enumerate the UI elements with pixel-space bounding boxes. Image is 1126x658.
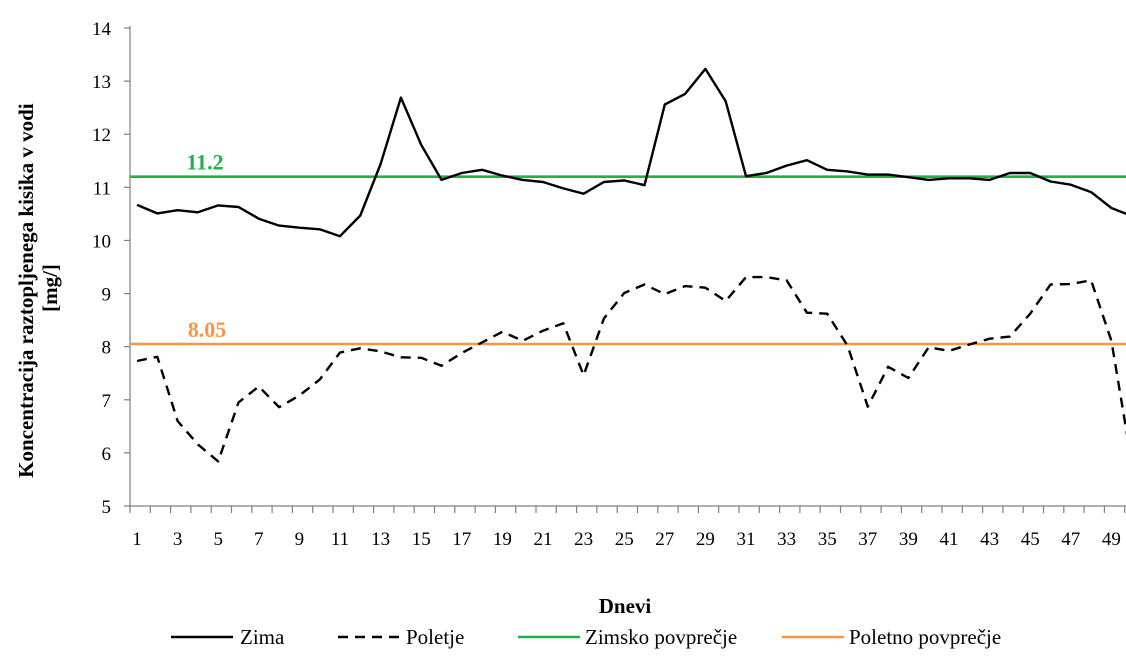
x-tick-label: 9: [295, 529, 305, 550]
axis-labels: Dnevi Koncentracija raztopljenega kisika…: [14, 98, 652, 618]
x-tick-label: 13: [371, 529, 390, 550]
data-series: [136, 67, 1126, 463]
x-tick-label: 37: [858, 529, 877, 550]
x-tick-label: 33: [777, 529, 796, 550]
series-line: [136, 67, 1126, 238]
x-tick-label: 1: [132, 529, 142, 550]
x-tick-label: 49: [1102, 529, 1121, 550]
x-tick-label: 23: [574, 529, 593, 550]
y-tick-label: 8: [102, 338, 112, 359]
series-line: [136, 275, 1126, 463]
y-tick-label: 13: [92, 72, 111, 93]
y-tick-label: 10: [92, 231, 111, 252]
x-tick-label: 17: [452, 529, 471, 550]
legend-label: Zima: [240, 625, 285, 649]
y-tick-label: 14: [92, 19, 112, 40]
y-tick-label: 5: [102, 497, 112, 518]
y-tick-label: 11: [93, 178, 111, 199]
x-tick-label: 39: [899, 529, 918, 550]
y-tick-label: 6: [102, 444, 112, 465]
legend: Zima Poletje Zimsko povprečje Poletno povpr…: [171, 625, 1001, 649]
x-tick-label: 31: [737, 529, 756, 550]
x-tick-label: 15: [412, 529, 431, 550]
y-axis-title-line-2: [mg/]: [38, 264, 62, 312]
y-tick-label: 7: [102, 391, 112, 412]
y-tick-label: 12: [92, 125, 111, 146]
x-tick-label: 5: [213, 529, 223, 550]
x-tick-label: 21: [534, 529, 553, 550]
average-lines: 11.2 8.05: [130, 150, 1126, 346]
average-label: 8.05: [188, 317, 227, 342]
x-tick-label: 43: [980, 529, 999, 550]
legend-label: Zimsko povprečje: [585, 625, 737, 649]
x-tick-label: 7: [254, 529, 264, 550]
y-tick-label: 9: [102, 285, 112, 306]
x-tick-label: 27: [655, 529, 674, 550]
x-tick-label: 45: [1021, 529, 1040, 550]
y-axis-title: Koncentracija raztopljenega kisika v vod…: [14, 98, 62, 478]
y-axis-title-line-1: Koncentracija raztopljenega kisika v vod…: [14, 103, 38, 478]
x-tick-label: 29: [696, 529, 715, 550]
legend-label: Poletno povprečje: [849, 625, 1001, 649]
legend-label: Poletje: [406, 625, 464, 649]
x-axis-title: Dnevi: [599, 594, 652, 618]
x-tick-label: 3: [173, 529, 183, 550]
x-tick-label: 11: [331, 529, 349, 550]
x-tick-label: 41: [940, 529, 959, 550]
x-tick-label: 25: [615, 529, 634, 550]
x-tick-label: 19: [493, 529, 512, 550]
average-label: 11.2: [186, 150, 223, 175]
x-tick-label: 35: [818, 529, 837, 550]
x-tick-label: 47: [1061, 529, 1080, 550]
